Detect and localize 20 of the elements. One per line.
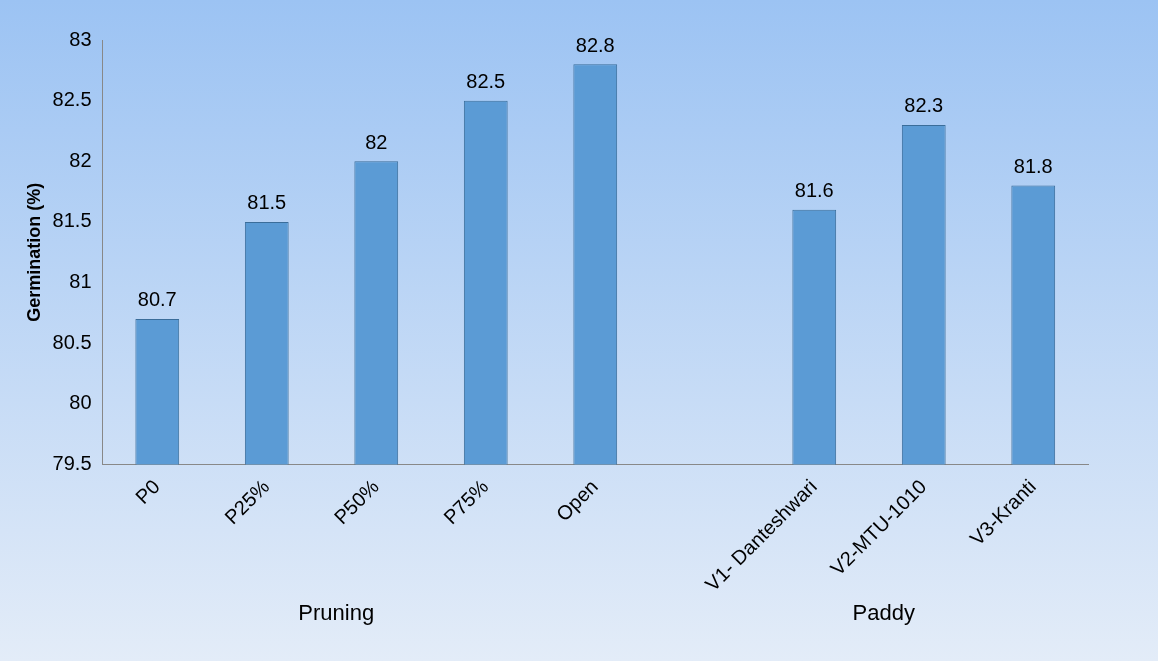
data-label: 80.7 xyxy=(137,288,177,311)
y-tick-label: 79.5 xyxy=(52,452,92,475)
y-axis-title: Germination (%) xyxy=(23,182,44,322)
data-label: 81.5 xyxy=(247,191,287,214)
text: Pruning xyxy=(298,600,375,626)
data-label: 81.6 xyxy=(794,179,834,202)
y-tick-label: 80 xyxy=(69,391,92,414)
data-label: 81.8 xyxy=(1013,155,1053,178)
text: Paddy xyxy=(852,600,915,626)
y-tick-label: 83 xyxy=(69,27,92,50)
y-tick-label: 81 xyxy=(69,270,92,293)
y-tick-label: 82 xyxy=(69,148,92,171)
data-label: 82.3 xyxy=(904,94,944,117)
y-tick-label: 81.5 xyxy=(52,209,92,232)
data-label: 82.8 xyxy=(575,33,615,56)
y-tick-label: 82.5 xyxy=(52,88,92,111)
data-label: 82.5 xyxy=(466,70,506,93)
data-label: 82 xyxy=(365,130,388,153)
x-tick-label: P0 xyxy=(131,475,164,509)
y-tick-label: 80.5 xyxy=(52,330,92,353)
